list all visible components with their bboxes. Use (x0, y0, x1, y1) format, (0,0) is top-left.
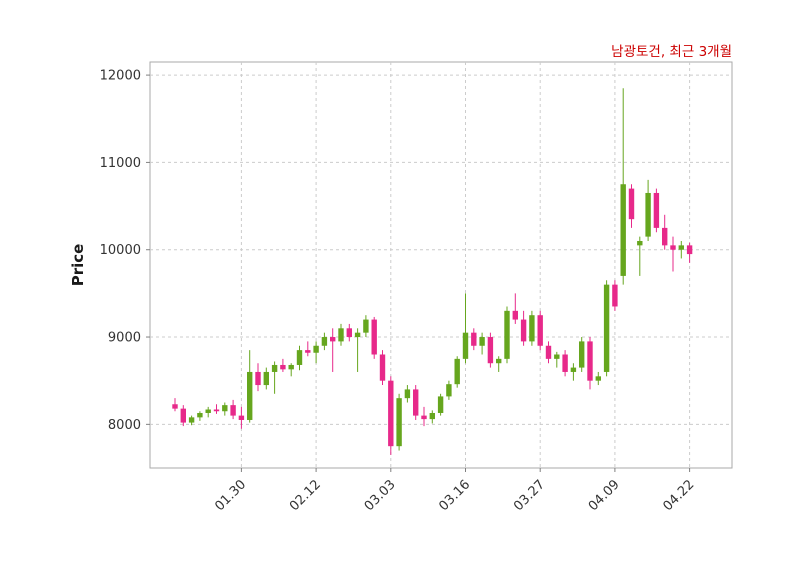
candle-body (255, 371, 261, 386)
x-tick-label: 04.22 (661, 477, 698, 514)
candle-body (330, 337, 336, 342)
candle-body (595, 376, 601, 381)
candle-body (172, 404, 178, 409)
candle-body (280, 364, 286, 370)
candle-body (379, 354, 386, 381)
candle-body (579, 341, 585, 368)
candle-body (396, 398, 402, 447)
candle-body (296, 350, 303, 365)
candle-body (686, 245, 693, 255)
candle-body (520, 319, 527, 342)
candle-body (587, 341, 593, 381)
candle-body (230, 405, 236, 416)
candle-body (238, 415, 245, 420)
candle-body (462, 332, 469, 359)
candle-body (562, 354, 568, 372)
candle-body (628, 188, 635, 220)
candle-body (537, 315, 543, 346)
candle-body (603, 284, 610, 372)
candle-body (454, 358, 460, 385)
candle-body (188, 417, 195, 423)
candle-body (354, 332, 361, 338)
candle-body (446, 384, 452, 397)
x-tick-label: 03.03 (362, 477, 399, 514)
chart-title: 남광토건, 최근 3개월 (611, 44, 732, 60)
y-tick-label: 8000 (108, 418, 141, 433)
candle-body (637, 240, 643, 246)
candle-body (222, 405, 228, 412)
candle-body (271, 364, 278, 372)
x-tick-label: 04.09 (586, 477, 623, 514)
candle-body (570, 367, 577, 372)
candle-body (321, 337, 328, 346)
x-tick-label: 03.27 (511, 477, 548, 514)
candle-body (471, 332, 477, 346)
candle-body (263, 371, 269, 386)
candle-body (313, 345, 319, 353)
y-tick-label: 9000 (108, 331, 141, 346)
candle-body (197, 412, 203, 418)
candle-body (429, 412, 435, 420)
x-tick-label: 03.16 (436, 477, 473, 514)
candle-body (504, 310, 510, 359)
candle-body (437, 396, 444, 413)
candle-body (496, 358, 502, 364)
candle-body (645, 192, 651, 237)
candle-body (247, 371, 253, 420)
y-tick-label: 11000 (100, 156, 141, 171)
candle-body (662, 227, 668, 246)
candle-body (678, 245, 684, 250)
candle-body (305, 350, 311, 353)
candle-body (205, 409, 211, 413)
candle-body (545, 345, 552, 359)
candle-body (338, 328, 344, 342)
candle-body (388, 380, 394, 447)
candle-body (346, 328, 352, 338)
candle-body (288, 364, 294, 370)
x-tick-label: 01.30 (212, 477, 249, 514)
candle-body (612, 284, 618, 307)
candle-body (371, 319, 377, 355)
candle-body (487, 337, 494, 364)
y-tick-label: 10000 (100, 243, 141, 258)
candle-body (620, 184, 626, 276)
candle-body (363, 319, 369, 333)
candle-body (529, 315, 535, 342)
candle-body (670, 245, 676, 250)
y-tick-label: 12000 (100, 69, 141, 84)
candle-body (421, 415, 427, 420)
candle-body (512, 310, 518, 320)
candle-body (653, 192, 660, 228)
candle-body (180, 408, 186, 423)
candle-body (413, 389, 419, 416)
x-tick-label: 02.12 (287, 477, 324, 514)
candle-body (479, 337, 485, 346)
candle-body (404, 389, 411, 399)
candle-body (213, 409, 220, 412)
candle-body (554, 354, 560, 359)
